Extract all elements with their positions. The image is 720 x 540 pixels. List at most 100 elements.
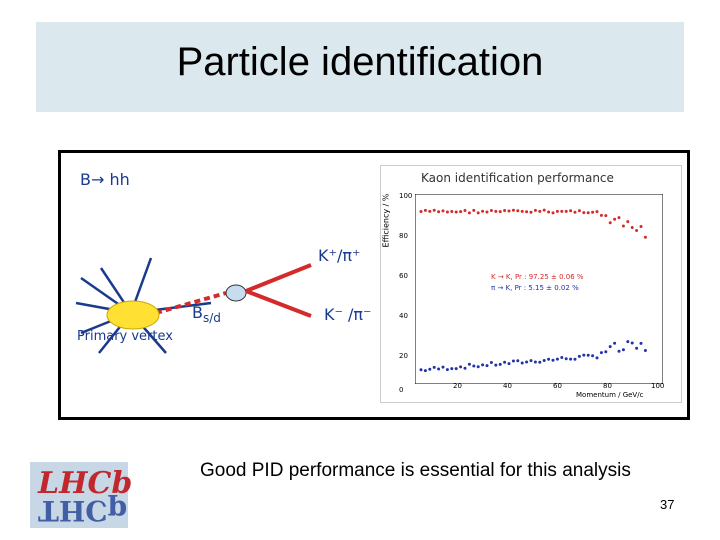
pion-point	[503, 360, 507, 364]
meson-label: Bs/d	[192, 303, 221, 325]
pion-point	[432, 365, 436, 369]
plot-legend: K → K, Pr : 97.25 ± 0.06 % π → K, Pr : 5…	[491, 272, 584, 294]
kaon-point	[472, 208, 476, 212]
pion-point	[498, 362, 502, 366]
pion-point	[445, 368, 449, 372]
pion-point	[573, 357, 577, 361]
pion-point	[569, 357, 573, 361]
negative-daughter-track	[245, 289, 312, 318]
kaon-point	[582, 211, 586, 215]
pion-point	[547, 357, 551, 361]
kaon-point	[608, 221, 612, 225]
meson-label-sub: s/d	[202, 311, 221, 325]
kaon-point	[463, 209, 467, 213]
kaon-point	[577, 209, 581, 213]
pion-point	[454, 367, 458, 371]
kaon-point	[604, 214, 608, 218]
kaon-point	[485, 210, 489, 214]
kaon-point	[591, 210, 595, 214]
pion-point	[586, 353, 590, 357]
slide-title: Particle identification	[176, 40, 544, 84]
pion-point	[613, 341, 617, 345]
kaon-point	[437, 210, 441, 214]
kaon-point	[428, 209, 432, 213]
kaon-point	[511, 208, 515, 212]
negative-daughter-label: K⁻ /π⁻	[324, 305, 372, 324]
pion-point	[428, 367, 432, 371]
secondary-vertex	[225, 284, 247, 302]
kaon-point	[613, 217, 617, 221]
caption: Good PID performance is essential for th…	[200, 460, 631, 481]
kaon-point	[516, 209, 520, 213]
pion-point	[419, 368, 423, 372]
x-tick: 100	[651, 382, 665, 390]
kaon-point	[525, 210, 529, 214]
kaon-point	[560, 209, 564, 213]
decay-label: B→ hh	[80, 170, 130, 189]
x-tick: 20	[453, 382, 462, 390]
pion-point	[459, 365, 463, 369]
legend-pion: π → K, Pr : 5.15 ± 0.02 %	[491, 284, 579, 292]
kaon-point	[551, 211, 555, 215]
kaon-point	[586, 211, 590, 215]
pion-point	[467, 362, 471, 366]
kaon-performance-plot: Kaon identification performance Efficien…	[380, 165, 682, 403]
kaon-point	[507, 209, 511, 213]
y-tick: 40	[399, 312, 408, 320]
pion-point	[630, 341, 634, 345]
pion-point	[516, 359, 520, 363]
kaon-point	[432, 208, 436, 212]
kaon-point	[476, 211, 480, 215]
kaon-point	[573, 210, 577, 214]
kaon-point	[533, 208, 537, 212]
pion-point	[635, 346, 639, 350]
title-bar: Particle identification	[36, 22, 684, 112]
kaon-point	[467, 211, 471, 215]
kaon-point	[481, 209, 485, 213]
pion-point	[608, 345, 612, 349]
kaon-point	[564, 209, 568, 213]
lhcb-logo: LHCb THCp	[30, 462, 132, 528]
pion-point	[604, 350, 608, 354]
kaon-efficiency-series	[419, 208, 647, 239]
pion-point	[463, 366, 467, 370]
plot-title: Kaon identification performance	[421, 171, 614, 185]
x-tick: 40	[503, 382, 512, 390]
kaon-point	[441, 209, 445, 213]
kaon-point	[423, 208, 427, 212]
pion-point	[621, 348, 625, 352]
pion-point	[441, 365, 445, 369]
logo-text-bottom: THCp	[38, 494, 128, 527]
legend-kaon: K → K, Pr : 97.25 ± 0.06 %	[491, 273, 584, 281]
decay-diagram	[75, 257, 312, 354]
pion-point	[577, 354, 581, 358]
pion-point	[437, 367, 441, 371]
pion-misid-series	[419, 340, 647, 373]
plot-area	[415, 194, 663, 384]
kaon-point	[542, 208, 546, 212]
logo-text-top: LHCb	[38, 466, 133, 501]
x-tick: 60	[553, 382, 562, 390]
positive-daughter-label: K⁺/π⁺	[318, 246, 361, 265]
pion-point	[542, 359, 546, 363]
kaon-point	[599, 213, 603, 217]
pion-point	[560, 355, 564, 359]
kaon-point	[555, 209, 559, 213]
kaon-point	[450, 209, 454, 213]
pion-point	[551, 358, 555, 362]
vertex-label: Primary vertex	[77, 329, 173, 344]
pion-point	[520, 361, 524, 365]
pion-point	[626, 340, 630, 344]
kaon-point	[445, 210, 449, 214]
primary-vertex-blob	[106, 300, 160, 330]
kaon-point	[529, 210, 533, 214]
kaon-point	[569, 209, 573, 213]
x-tick: 80	[603, 382, 612, 390]
kaon-point	[419, 209, 423, 213]
pion-point	[494, 363, 498, 367]
meson-label-main: B	[192, 303, 203, 322]
kaon-point	[621, 224, 625, 228]
pion-point	[582, 353, 586, 357]
kaon-point	[498, 210, 502, 214]
kaon-point	[489, 209, 493, 213]
